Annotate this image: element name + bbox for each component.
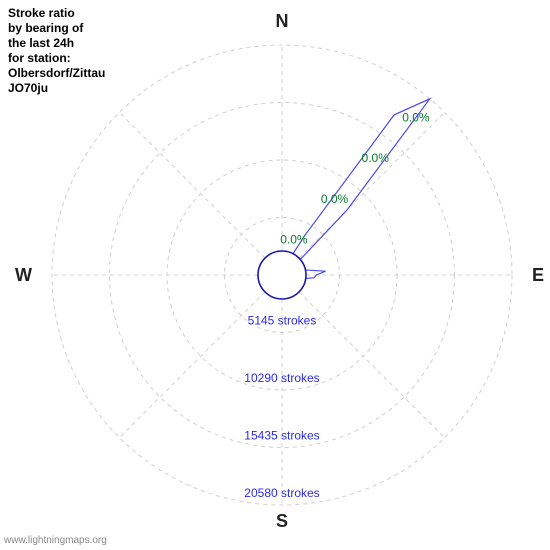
cardinal-e: E — [532, 265, 544, 285]
ring-label-upper: 0.0% — [321, 192, 349, 206]
center-circle — [258, 251, 306, 299]
ring-label-upper: 0.0% — [402, 110, 430, 124]
ring-label-upper: 0.0% — [362, 151, 390, 165]
cardinal-n: N — [276, 11, 289, 31]
cardinal-s: S — [276, 511, 288, 531]
grid-spoke — [119, 275, 282, 438]
ring-label-lower: 20580 strokes — [244, 486, 319, 500]
ring-label-upper: 0.0% — [280, 232, 308, 246]
grid-spoke — [282, 112, 445, 275]
chart-title: Stroke ratio by bearing of the last 24h … — [8, 6, 105, 96]
ring-label-lower: 5145 strokes — [248, 314, 317, 328]
ring-label-lower: 15435 strokes — [244, 429, 319, 443]
cardinal-w: W — [15, 265, 32, 285]
ring-label-lower: 10290 strokes — [244, 371, 319, 385]
attribution: www.lightningmaps.org — [4, 535, 107, 546]
